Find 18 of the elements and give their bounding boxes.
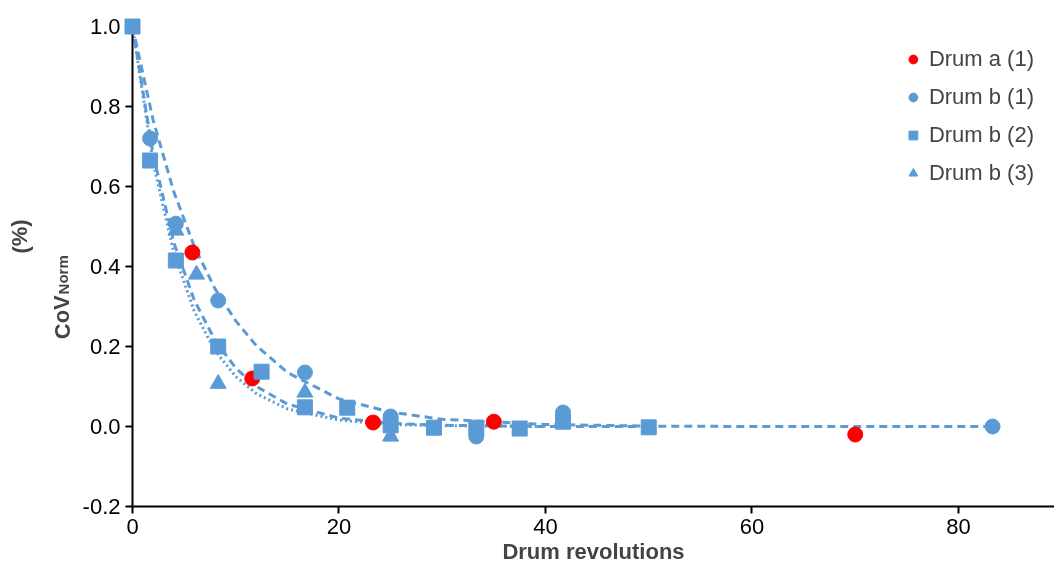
legend-label: Drum a (1) — [928, 46, 1034, 72]
legend-label: Drum b (1) — [928, 84, 1034, 110]
y-tick-label: -0.2 — [82, 494, 121, 519]
legend-label: Drum b (3) — [928, 160, 1034, 186]
x-axis-title: Drum revolutions — [502, 538, 685, 564]
x-tick-label: 80 — [946, 513, 971, 539]
y-tick-label: 0.0 — [89, 414, 121, 439]
legend-label: Drum b (2) — [928, 122, 1034, 148]
x-tick-label: 60 — [739, 513, 765, 539]
x-tick-label: 20 — [326, 513, 352, 539]
x-tick-label: 0 — [126, 513, 139, 539]
y-tick-label: 0.6 — [89, 174, 121, 199]
x-tick-label: 40 — [533, 513, 558, 539]
y-tick-label: 0.4 — [89, 254, 121, 279]
y-tick-label: 1.0 — [89, 14, 121, 39]
y-tick-label: 0.8 — [89, 94, 121, 119]
y-tick-label: 0.2 — [89, 334, 121, 359]
text: CoVNorm (%) — [7, 219, 75, 340]
